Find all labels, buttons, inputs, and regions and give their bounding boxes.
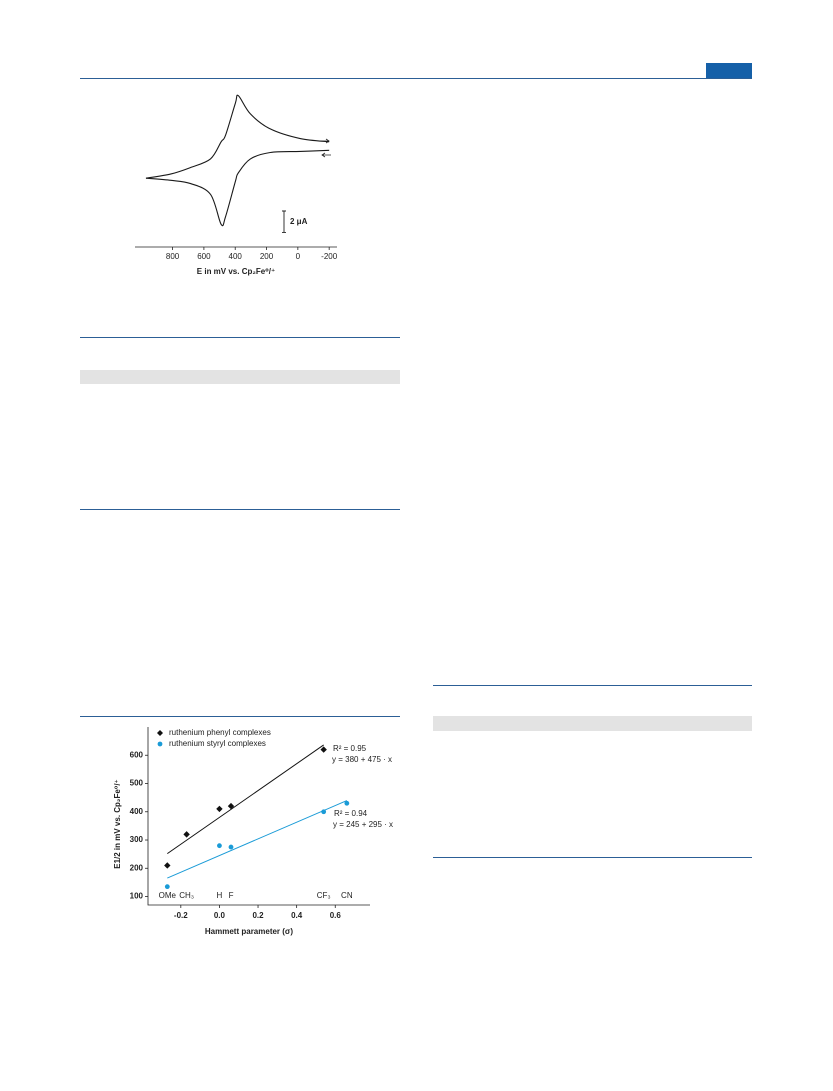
- substituent-label: CF₃: [317, 891, 331, 900]
- fit-annotation: y = 245 + 295 · x: [333, 820, 393, 829]
- data-point: [321, 809, 327, 815]
- x-tick-label: -0.2: [174, 911, 188, 920]
- data-point: [164, 862, 171, 869]
- data-point: [320, 746, 327, 753]
- legend-label: ruthenium styryl complexes: [169, 739, 266, 748]
- fit-line: [167, 744, 324, 855]
- cv-curve: [145, 149, 330, 227]
- x-tick-label: 400: [229, 252, 243, 261]
- substituent-label: CN: [341, 891, 353, 900]
- x-tick-label: 0: [296, 252, 301, 261]
- x-axis-label: Hammett parameter (σ): [205, 927, 294, 936]
- scale-bar-label: 2 μA: [290, 217, 308, 226]
- data-point: [183, 831, 190, 838]
- cv-curve: [145, 94, 330, 179]
- table-header-bar: [433, 716, 752, 731]
- x-tick-label: 0.4: [291, 911, 303, 920]
- y-tick-label: 200: [130, 863, 144, 872]
- legend-label: ruthenium phenyl complexes: [169, 728, 271, 737]
- x-tick-label: 200: [260, 252, 274, 261]
- legend-marker: [157, 730, 163, 736]
- scale-bar: [282, 210, 286, 233]
- x-tick-label: 0.2: [252, 911, 264, 920]
- axes: [147, 727, 370, 906]
- x-tick-label: 0.0: [214, 911, 226, 920]
- fit-annotation: y = 380 + 475 · x: [332, 755, 392, 764]
- substituent-label: H: [217, 891, 223, 900]
- y-tick-label: 100: [130, 892, 144, 901]
- data-point: [217, 843, 222, 849]
- x-tick-label: 600: [197, 252, 211, 261]
- x-axis-label: E in mV vs. Cp₂Fe⁰/⁺: [197, 267, 275, 276]
- y-tick-label: 300: [130, 835, 144, 844]
- substituent-label: F: [229, 891, 234, 900]
- data-point: [164, 884, 170, 890]
- substituent-label: CH₃: [179, 891, 194, 900]
- y-tick-label: 600: [130, 750, 144, 759]
- data-point: [344, 800, 350, 806]
- substituent-label: OMe: [159, 891, 177, 900]
- y-tick-label: 400: [130, 807, 144, 816]
- r2-annotation: R² = 0.94: [334, 809, 368, 818]
- fit-line: [167, 800, 348, 879]
- x-tick-label: 800: [166, 252, 180, 261]
- y-tick-label: 500: [130, 779, 144, 788]
- x-tick-label: -200: [321, 252, 338, 261]
- y-axis-label: E1/2 in mV vs. Cp₂Fe⁰/⁺: [113, 779, 122, 869]
- legend-marker: [157, 741, 163, 747]
- x-tick-label: 0.6: [330, 911, 342, 920]
- data-point: [227, 802, 235, 810]
- table-header-bar: [80, 370, 400, 384]
- data-point: [216, 805, 223, 813]
- header-tab: [706, 63, 752, 78]
- data-point: [228, 844, 234, 850]
- r2-annotation: R² = 0.95: [333, 744, 367, 753]
